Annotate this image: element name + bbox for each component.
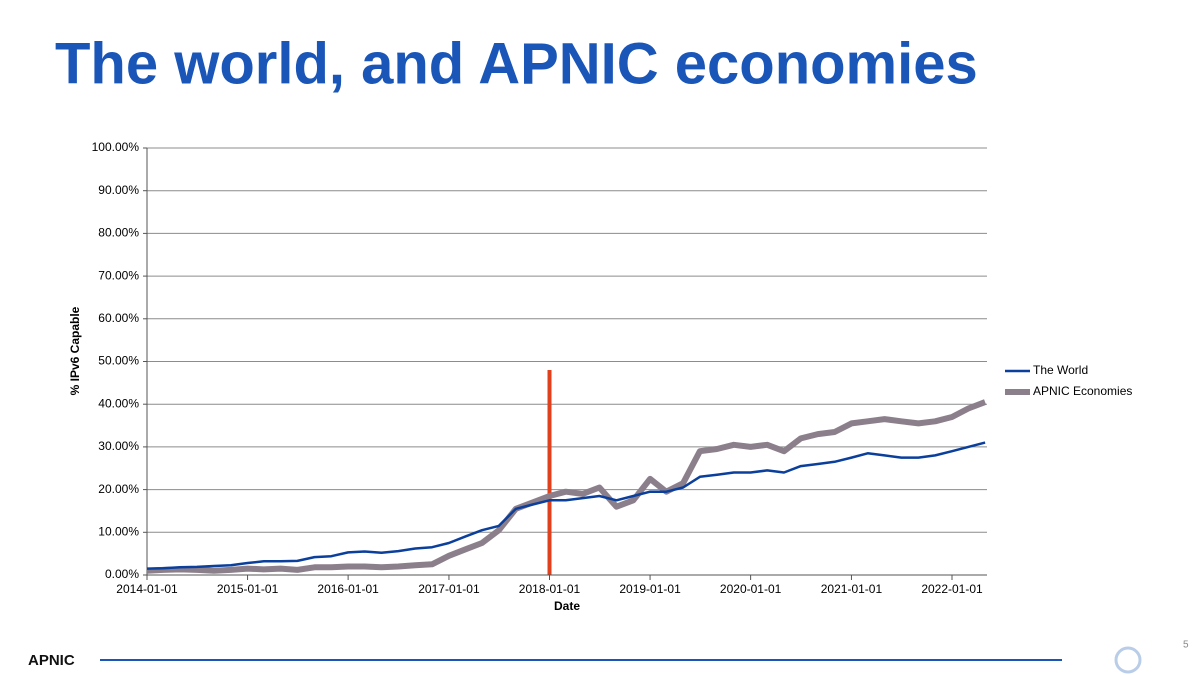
x-tick-label: 2019-01-01 xyxy=(619,582,681,596)
x-tick-label: 2014-01-01 xyxy=(116,582,178,596)
slide-title: The world, and APNIC economies xyxy=(55,31,978,96)
logo: APNIC xyxy=(28,652,75,669)
footer-icon xyxy=(1114,646,1142,674)
y-tick-label: 40.00% xyxy=(98,396,139,410)
x-axis-label: Date xyxy=(554,599,580,613)
page-number: 5 xyxy=(1183,640,1189,651)
y-tick-label: 100.00% xyxy=(92,140,140,154)
y-tick-label: 80.00% xyxy=(98,226,139,240)
x-tick-label: 2017-01-01 xyxy=(418,582,480,596)
series-line xyxy=(146,399,987,574)
y-tick-label: 10.00% xyxy=(98,524,139,538)
y-tick-label: 60.00% xyxy=(98,311,139,325)
x-tick-label: 2021-01-01 xyxy=(821,582,883,596)
legend-label: The World xyxy=(1033,363,1088,377)
y-tick-label: 70.00% xyxy=(98,268,139,282)
series-line xyxy=(146,441,986,570)
y-tick-label: 30.00% xyxy=(98,439,139,453)
y-tick-label: 50.00% xyxy=(98,354,139,368)
x-tick-label: 2022-01-01 xyxy=(921,582,983,596)
y-tick-label: 20.00% xyxy=(98,482,139,496)
legend-label: APNIC Economies xyxy=(1033,384,1132,398)
x-tick-label: 2018-01-01 xyxy=(519,582,581,596)
x-tick-label: 2015-01-01 xyxy=(217,582,279,596)
y-tick-label: 0.00% xyxy=(105,567,139,581)
y-axis-label: % IPv6 Capable xyxy=(68,306,82,395)
x-tick-label: 2020-01-01 xyxy=(720,582,782,596)
x-tick-label: 2016-01-01 xyxy=(317,582,379,596)
y-tick-label: 90.00% xyxy=(98,183,139,197)
